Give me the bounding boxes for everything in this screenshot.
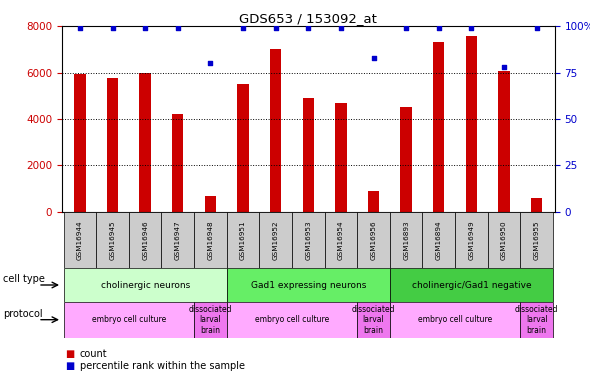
Bar [401,108,412,212]
Text: dissociated
larval
brain: dissociated larval brain [352,305,395,334]
Point [336,25,346,31]
Text: percentile rank within the sample: percentile rank within the sample [80,361,245,370]
Text: ■: ■ [65,361,74,370]
Point [499,64,509,70]
Point [369,55,378,61]
Bar [162,212,194,268]
Bar [227,212,260,268]
Bar [433,42,444,212]
Point [303,25,313,31]
Bar [499,72,510,212]
Text: Gad1 expressing neurons: Gad1 expressing neurons [251,280,366,290]
Point [140,25,150,31]
Point [467,25,476,31]
Text: dissociated
larval
brain: dissociated larval brain [189,305,232,334]
Bar [390,302,520,338]
Bar [129,212,162,268]
Text: cholinergic/Gad1 negative: cholinergic/Gad1 negative [412,280,531,290]
Point [271,25,280,31]
Text: GSM16893: GSM16893 [403,220,409,260]
Bar [139,73,151,212]
Text: GSM16947: GSM16947 [175,220,181,260]
Text: GSM16946: GSM16946 [142,220,148,260]
Bar [227,302,357,338]
Bar [520,212,553,268]
Bar [107,78,118,212]
Point [532,25,542,31]
Bar [368,191,379,212]
Bar [455,212,488,268]
Point [401,25,411,31]
Text: protocol: protocol [3,309,42,319]
Text: dissociated
larval
brain: dissociated larval brain [515,305,558,334]
Point [238,25,248,31]
Bar [466,36,477,212]
Bar [303,98,314,212]
Text: count: count [80,350,107,359]
Text: GSM16944: GSM16944 [77,220,83,260]
Bar [96,212,129,268]
Bar [227,268,390,302]
Bar [237,84,249,212]
Bar [260,212,292,268]
Bar [194,212,227,268]
Text: cholinergic neurons: cholinergic neurons [100,280,190,290]
Bar [205,196,216,212]
Bar [488,212,520,268]
Text: GSM16955: GSM16955 [534,220,540,260]
Text: GSM16954: GSM16954 [338,220,344,260]
Bar [520,302,553,338]
Text: embryo cell culture: embryo cell culture [418,315,492,324]
Bar [335,103,346,212]
Bar [74,74,86,212]
Bar [390,212,422,268]
Text: GSM16951: GSM16951 [240,220,246,260]
Bar [270,50,281,212]
Point [75,25,84,31]
Bar [422,212,455,268]
Text: GSM16950: GSM16950 [501,220,507,260]
Text: GSM16956: GSM16956 [371,220,376,260]
Text: ■: ■ [65,350,74,359]
Text: GSM16949: GSM16949 [468,220,474,260]
Text: embryo cell culture: embryo cell culture [255,315,329,324]
Point [206,60,215,66]
Title: GDS653 / 153092_at: GDS653 / 153092_at [240,12,377,25]
Bar [357,302,390,338]
Bar [531,198,542,212]
Text: cell type: cell type [3,274,45,284]
Point [173,25,182,31]
Bar [194,302,227,338]
Bar [64,302,194,338]
Text: embryo cell culture: embryo cell culture [91,315,166,324]
Text: GSM16945: GSM16945 [110,220,116,260]
Bar [64,268,227,302]
Text: GSM16953: GSM16953 [305,220,312,260]
Text: GSM16952: GSM16952 [273,220,278,260]
Bar [172,114,183,212]
Point [108,25,117,31]
Text: GSM16894: GSM16894 [436,220,442,260]
Bar [390,268,553,302]
Bar [357,212,390,268]
Text: GSM16948: GSM16948 [208,220,214,260]
Bar [292,212,325,268]
Bar [64,212,96,268]
Point [434,25,444,31]
Bar [324,212,357,268]
